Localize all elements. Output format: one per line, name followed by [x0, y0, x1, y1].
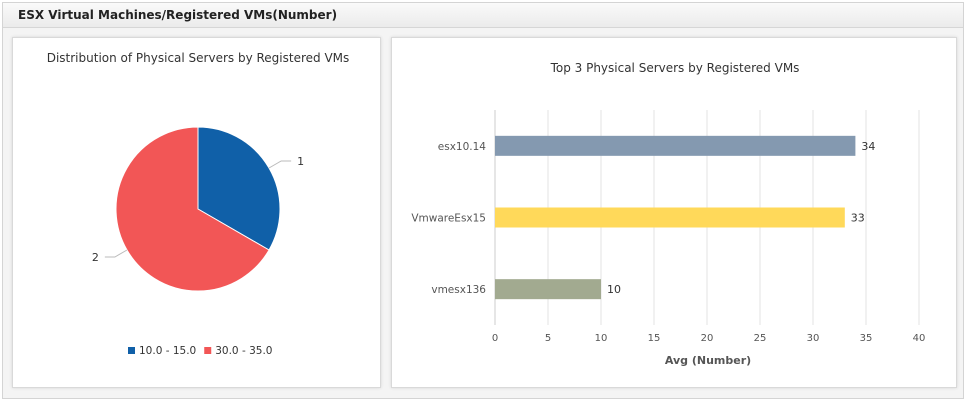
bar-3[interactable]	[495, 279, 601, 300]
bar-value-label-2: 33	[851, 212, 865, 225]
bar-category-label-2: VmwareEsx15	[411, 213, 486, 225]
bar-2[interactable]	[495, 207, 845, 228]
widget-header: ESX Virtual Machines/Registered VMs(Numb…	[3, 3, 963, 28]
bar-chart-title: Top 3 Physical Servers by Registered VMs	[550, 61, 800, 75]
pie-legend-swatch-2	[204, 347, 212, 354]
bar-value-label-3: 10	[607, 283, 621, 296]
bar-x-tick-label: 10	[595, 333, 608, 344]
bar-x-tick-label: 20	[701, 333, 714, 344]
bar-x-tick-label: 0	[492, 333, 498, 344]
bar-1[interactable]	[495, 135, 856, 156]
bar-category-label-3: vmesx136	[431, 284, 486, 296]
pie-connector-2	[104, 249, 128, 258]
bar-x-tick-label: 25	[754, 333, 767, 344]
bar-x-tick-label: 35	[860, 333, 873, 344]
bar-chart-panel: Top 3 Physical Servers by Registered VMs…	[391, 37, 957, 388]
bar-chart: Top 3 Physical Servers by Registered VMs…	[411, 61, 926, 367]
pie-slice-label-2: 2	[92, 251, 99, 264]
pie-legend-swatch-1	[128, 347, 135, 354]
widget-title: ESX Virtual Machines/Registered VMs(Numb…	[18, 8, 338, 22]
pie-connector-1	[268, 160, 292, 169]
pie-legend-label-2[interactable]: 30.0 - 35.0	[215, 345, 272, 357]
bar-chart-x-axis-label: Avg (Number)	[665, 354, 751, 367]
pie-chart-panel: Distribution of Physical Servers by Regi…	[12, 37, 381, 388]
bar-value-label-1: 34	[861, 140, 875, 153]
bar-x-tick-label: 30	[807, 333, 820, 344]
bar-x-tick-label: 5	[545, 333, 551, 344]
bar-x-tick-label: 15	[648, 333, 661, 344]
bar-category-label-1: esx10.14	[438, 141, 487, 153]
pie-legend-label-1[interactable]: 10.0 - 15.0	[139, 345, 196, 357]
pie-slice-1[interactable]	[197, 126, 281, 251]
bar-x-tick-label: 40	[913, 333, 926, 344]
pie-chart: Distribution of Physical Servers by Regi…	[47, 51, 350, 357]
pie-slice-label-1: 1	[297, 155, 304, 168]
pie-chart-title: Distribution of Physical Servers by Regi…	[47, 51, 350, 65]
